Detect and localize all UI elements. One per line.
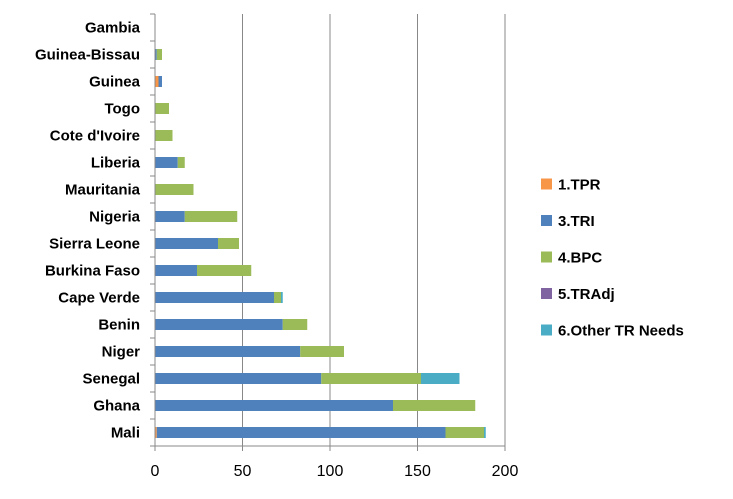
category-label: Nigeria xyxy=(89,209,141,226)
bar-segment xyxy=(155,76,159,87)
category-label: Cote d'Ivoire xyxy=(50,128,140,145)
category-label: Guinea xyxy=(89,74,141,91)
bar-segment xyxy=(155,292,274,303)
bar-segment xyxy=(300,346,344,357)
x-tick-label: 50 xyxy=(234,463,252,480)
bars xyxy=(155,49,486,438)
bar-segment xyxy=(184,211,238,222)
legend-label: 1.TPR xyxy=(558,177,601,194)
x-tick-label: 100 xyxy=(317,463,344,480)
bar-segment xyxy=(155,184,194,195)
bar-segment xyxy=(155,157,178,168)
bar-segment xyxy=(282,319,308,330)
category-label: Guinea-Bissau xyxy=(35,47,140,64)
bar-segment xyxy=(155,211,185,222)
category-label: Ghana xyxy=(93,398,140,415)
x-tick-label: 200 xyxy=(492,463,519,480)
category-label: Burkina Faso xyxy=(45,263,140,280)
bar-segment xyxy=(274,292,281,303)
bar-segment xyxy=(281,292,283,303)
legend-label: 3.TRI xyxy=(558,213,595,230)
bar-segment xyxy=(155,319,283,330)
axes: Mali Ghana Senegal Niger Benin Cape Verde Burk… xyxy=(35,13,519,480)
bar-segment xyxy=(197,265,252,276)
bar-segment xyxy=(155,49,157,60)
category-label: Liberia xyxy=(91,155,141,172)
legend-swatch xyxy=(541,178,552,190)
category-label: Cape Verde xyxy=(58,290,140,307)
bar-segment xyxy=(393,400,476,411)
bar-segment xyxy=(421,373,460,384)
category-label: Gambia xyxy=(85,20,141,37)
bar-segment xyxy=(155,265,197,276)
bar-segment xyxy=(155,427,157,438)
x-tick-label: 0 xyxy=(151,463,160,480)
bar-segment xyxy=(445,427,484,438)
bar-segment xyxy=(155,373,322,384)
bar-segment xyxy=(218,238,239,249)
bar-segment xyxy=(177,157,185,168)
legend-swatch xyxy=(541,324,552,336)
x-tick-label: 150 xyxy=(404,463,431,480)
bar-segment xyxy=(156,49,162,60)
legend-label: 5.TRAdj xyxy=(558,286,615,303)
legend-swatch xyxy=(541,251,552,263)
category-label: Mali xyxy=(111,425,140,442)
category-label: Togo xyxy=(104,101,140,118)
bar-segment xyxy=(321,373,421,384)
bar-segment xyxy=(484,427,486,438)
legend-swatch xyxy=(541,288,552,299)
category-label: Sierra Leone xyxy=(49,236,140,253)
category-label: Mauritania xyxy=(65,182,141,199)
bar-segment xyxy=(155,400,393,411)
bar-segment xyxy=(158,76,162,87)
legend-label: 6.Other TR Needs xyxy=(558,323,684,340)
legend-swatch xyxy=(541,215,552,226)
bar-segment xyxy=(155,103,169,114)
legend-label: 4.BPC xyxy=(558,250,602,267)
legend: 1.TPR 3.TRI 4.BPC 5.TRAdj 6.Other TR Needs xyxy=(541,177,684,340)
category-label: Benin xyxy=(98,317,140,334)
category-label: Senegal xyxy=(82,371,140,388)
category-label: Niger xyxy=(102,344,141,361)
bar-segment xyxy=(156,427,446,438)
bar-segment xyxy=(155,346,301,357)
bar-segment xyxy=(155,238,218,249)
bar-segment xyxy=(155,130,173,141)
